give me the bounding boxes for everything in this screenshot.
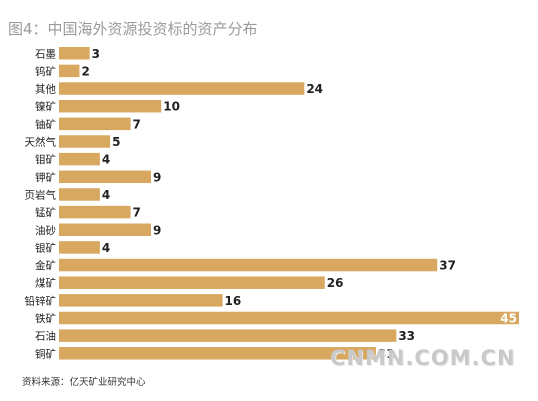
category-label: 金矿 — [35, 259, 56, 272]
bar — [59, 294, 223, 307]
value-label: 4 — [102, 153, 110, 167]
value-label: 4 — [102, 188, 110, 202]
value-label: 26 — [327, 276, 344, 290]
bar — [59, 311, 519, 325]
value-label: 24 — [306, 82, 323, 96]
bar — [59, 347, 376, 360]
value-label: 16 — [225, 294, 242, 308]
category-label: 铜矿 — [35, 347, 56, 360]
bar — [59, 223, 151, 236]
value-label: 9 — [153, 223, 161, 237]
value-label: 7 — [133, 206, 141, 220]
value-label: 7 — [133, 117, 141, 131]
category-label: 银矿 — [35, 241, 56, 254]
value-label: 4 — [102, 241, 110, 255]
category-label: 油砂 — [35, 224, 56, 237]
category-label: 钼矿 — [35, 153, 56, 166]
bar — [59, 64, 80, 78]
value-label: 45 — [500, 312, 517, 326]
category-label: 石墨 — [35, 48, 56, 60]
category-label: 煤矿 — [35, 277, 56, 290]
chart-title: 图4：中国海外资源投资标的资产分布 — [8, 20, 258, 38]
category-label: 锰矿 — [35, 206, 56, 219]
category-label: 石油 — [35, 330, 56, 343]
bar — [59, 170, 151, 184]
category-label: 钾矿 — [35, 171, 56, 184]
category-label: 铅锌矿 — [25, 294, 57, 307]
bar — [59, 152, 100, 166]
category-label: 页岩气 — [25, 188, 57, 201]
value-label: 33 — [398, 329, 415, 343]
bar — [59, 258, 438, 272]
source-note: 资料来源：亿天矿业研究中心 — [22, 377, 146, 388]
category-label: 其他 — [35, 83, 56, 96]
bar — [59, 82, 305, 95]
category-label: 铀矿 — [35, 118, 56, 131]
bars-layer: 石墨 3 钨矿 2 其他 24 镍矿 10 铀矿 7 天然气 5 钼矿 4 钾矿 9 页岩气 4 锰矿 7 油砂 9 银矿 4… — [25, 47, 519, 361]
value-label: 9 — [153, 170, 161, 184]
watermark: CNMN.COM.CN — [330, 346, 516, 370]
value-label: 3 — [92, 47, 100, 61]
value-label: 2 — [81, 64, 89, 78]
value-label: 31 — [378, 347, 395, 361]
category-label: 铁矿 — [35, 312, 56, 325]
bar — [59, 117, 131, 131]
bar — [59, 205, 131, 219]
bar — [59, 329, 397, 342]
value-label: 37 — [439, 259, 456, 273]
bar — [59, 276, 325, 289]
value-label: 5 — [112, 135, 120, 149]
bar — [59, 47, 90, 60]
value-label: 10 — [163, 100, 180, 114]
category-label: 镍矿 — [35, 100, 56, 113]
category-label: 天然气 — [25, 136, 57, 149]
bar — [59, 241, 100, 254]
bar — [59, 188, 100, 201]
bar — [59, 135, 111, 148]
category-label: 钨矿 — [35, 65, 56, 78]
bar — [59, 99, 162, 113]
